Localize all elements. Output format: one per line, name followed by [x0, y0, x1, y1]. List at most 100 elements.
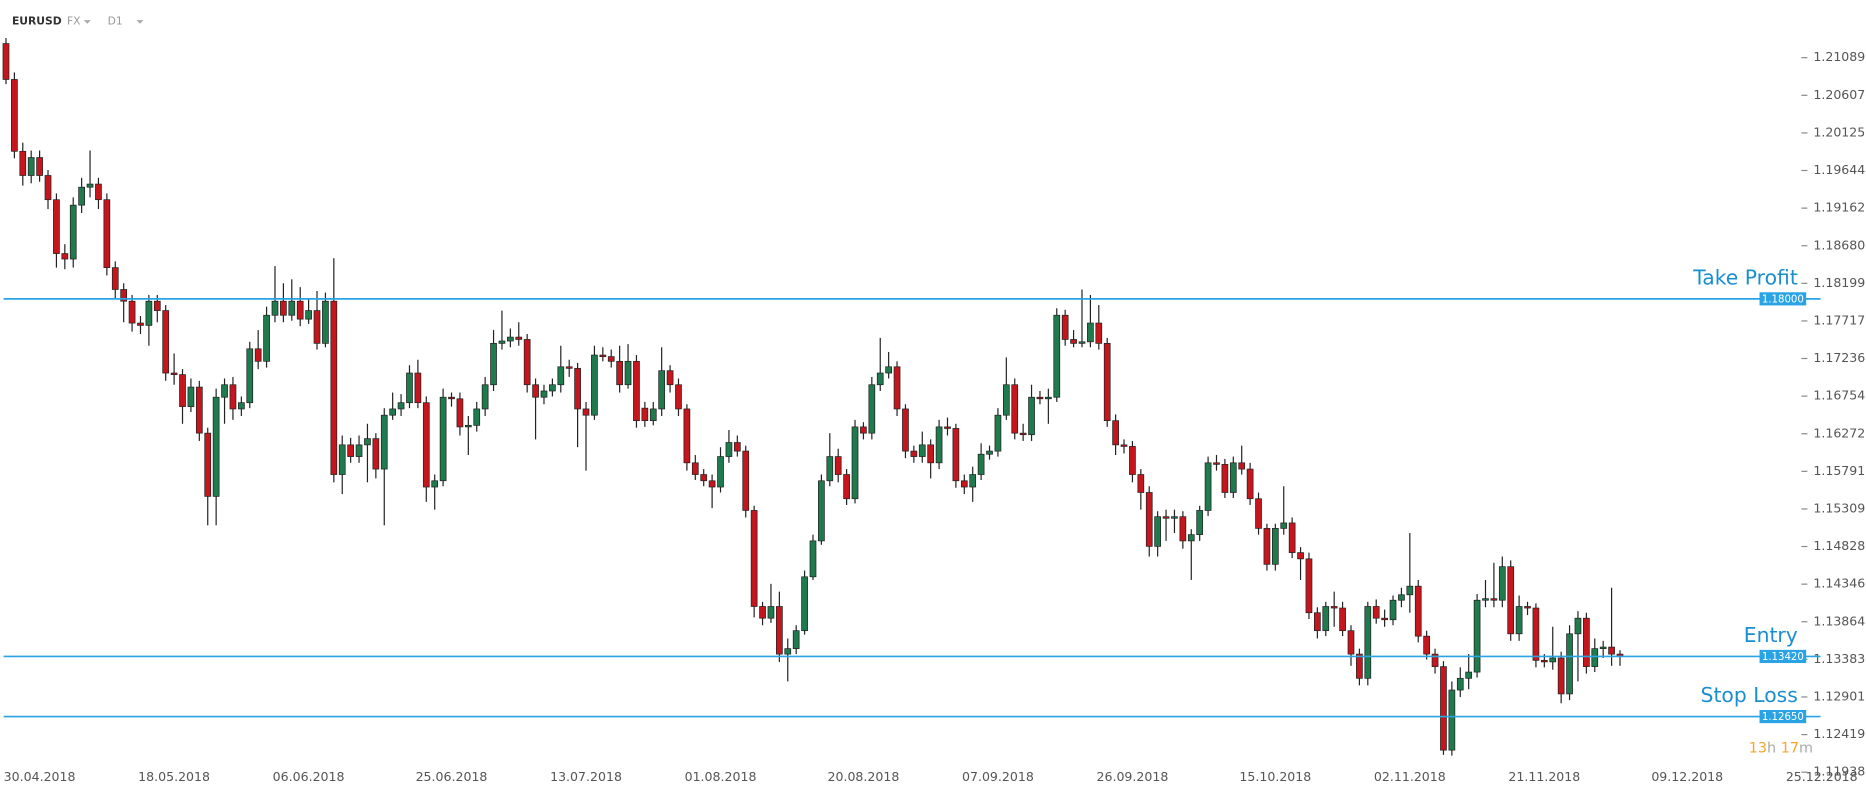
candle-body — [288, 300, 296, 316]
candle-body — [1330, 606, 1338, 609]
candle-body — [1280, 522, 1288, 529]
x-tick-label: 06.06.2018 — [273, 769, 345, 784]
y-tick-label: 1.11938 — [1813, 764, 1865, 779]
candle-body — [994, 414, 1002, 452]
x-tick-label: 30.04.2018 — [4, 769, 76, 784]
candle-body — [1213, 462, 1220, 465]
candle-body — [1465, 671, 1473, 679]
y-tick-label: 1.15309 — [1813, 500, 1865, 515]
timeframe[interactable]: D1 — [108, 14, 123, 27]
candle-body — [69, 204, 77, 260]
candle-body — [742, 450, 750, 511]
candle-body — [1305, 558, 1313, 614]
candle-body — [111, 267, 119, 290]
level-price-box — [1759, 292, 1807, 306]
candle-body — [414, 372, 422, 404]
candle-body — [1053, 314, 1061, 398]
candle-body — [1019, 432, 1027, 436]
candle-body — [1322, 606, 1330, 632]
candle-body — [1591, 648, 1599, 667]
candle-body — [1431, 653, 1439, 667]
candle-body — [809, 540, 817, 578]
x-tick-label: 02.11.2018 — [1374, 769, 1446, 784]
candle-body — [717, 456, 724, 488]
candle-body — [582, 408, 590, 416]
y-tick-label: 1.14828 — [1813, 538, 1865, 553]
y-tick-label: 1.19644 — [1813, 162, 1865, 177]
candle-body — [296, 300, 304, 320]
candle-body — [246, 348, 254, 404]
candle-body — [1271, 528, 1279, 565]
candle-body — [27, 157, 35, 176]
x-tick-label: 09.12.2018 — [1651, 769, 1723, 784]
candle-body — [1095, 322, 1103, 344]
candle-body — [927, 444, 935, 464]
candle-body — [725, 442, 733, 457]
candle-body — [1482, 598, 1489, 601]
candle-body — [591, 354, 598, 416]
candle-body — [1498, 566, 1506, 601]
candle-body — [490, 343, 497, 386]
candle-body — [1549, 657, 1557, 663]
candle-body — [439, 396, 447, 482]
candle-body — [1372, 606, 1380, 619]
candle-body — [78, 186, 85, 206]
candle-body — [1162, 516, 1170, 519]
candle-body — [1154, 516, 1161, 547]
candle-body — [565, 366, 573, 369]
candle-body — [1145, 492, 1153, 547]
candle-body — [389, 408, 397, 416]
market[interactable]: FX — [67, 14, 81, 27]
candle-body — [1288, 522, 1296, 553]
candle-body — [1440, 666, 1447, 751]
countdown-hours: 13 — [1749, 741, 1767, 757]
candle-body — [1599, 646, 1607, 650]
candle-body — [1045, 396, 1052, 400]
candle-body — [658, 370, 666, 410]
candle-body — [145, 300, 153, 326]
candle-body — [1229, 462, 1237, 493]
x-tick-label: 18.05.2018 — [138, 769, 210, 784]
y-tick-label: 1.16754 — [1813, 388, 1865, 403]
symbol[interactable]: EURUSD — [12, 14, 62, 27]
candle-body — [1120, 444, 1128, 447]
countdown-minutes: 17 — [1781, 741, 1799, 757]
y-tick-label: 1.13383 — [1813, 651, 1865, 666]
candle-body — [1103, 343, 1111, 422]
candle-body — [1171, 516, 1178, 519]
candle-body — [204, 432, 212, 497]
x-tick-label: 13.07.2018 — [550, 769, 622, 784]
candle-body — [498, 340, 506, 344]
candle-body — [776, 606, 783, 655]
candle-body — [481, 384, 489, 410]
candle-body — [700, 474, 708, 482]
candle-body — [750, 510, 758, 607]
candle-body — [1129, 446, 1136, 475]
candle-body — [1364, 606, 1372, 679]
candle-body — [1070, 339, 1077, 344]
timeframe-caret[interactable] — [136, 20, 144, 24]
candle-body — [305, 310, 312, 320]
candle-body — [2, 43, 10, 80]
candle-body — [1414, 585, 1422, 637]
candle-body — [1204, 462, 1212, 511]
candle-body — [960, 480, 968, 488]
candle-body — [893, 366, 901, 410]
candle-body — [229, 384, 237, 410]
candle-body — [221, 384, 228, 398]
candle-body — [1061, 314, 1069, 340]
x-tick-label: 20.08.2018 — [828, 769, 900, 784]
candle-body — [1389, 599, 1397, 621]
level-name: Entry — [1744, 623, 1798, 647]
candle-body — [843, 474, 850, 500]
candle-body — [515, 336, 523, 340]
candle-body — [1540, 659, 1548, 663]
market-caret[interactable] — [83, 20, 91, 24]
candle-body — [1347, 630, 1355, 655]
y-tick-label: 1.17717 — [1813, 312, 1865, 327]
candle-body — [549, 384, 556, 392]
candle-body — [1490, 598, 1498, 601]
candle-body — [523, 339, 531, 386]
candle-body — [986, 450, 993, 455]
